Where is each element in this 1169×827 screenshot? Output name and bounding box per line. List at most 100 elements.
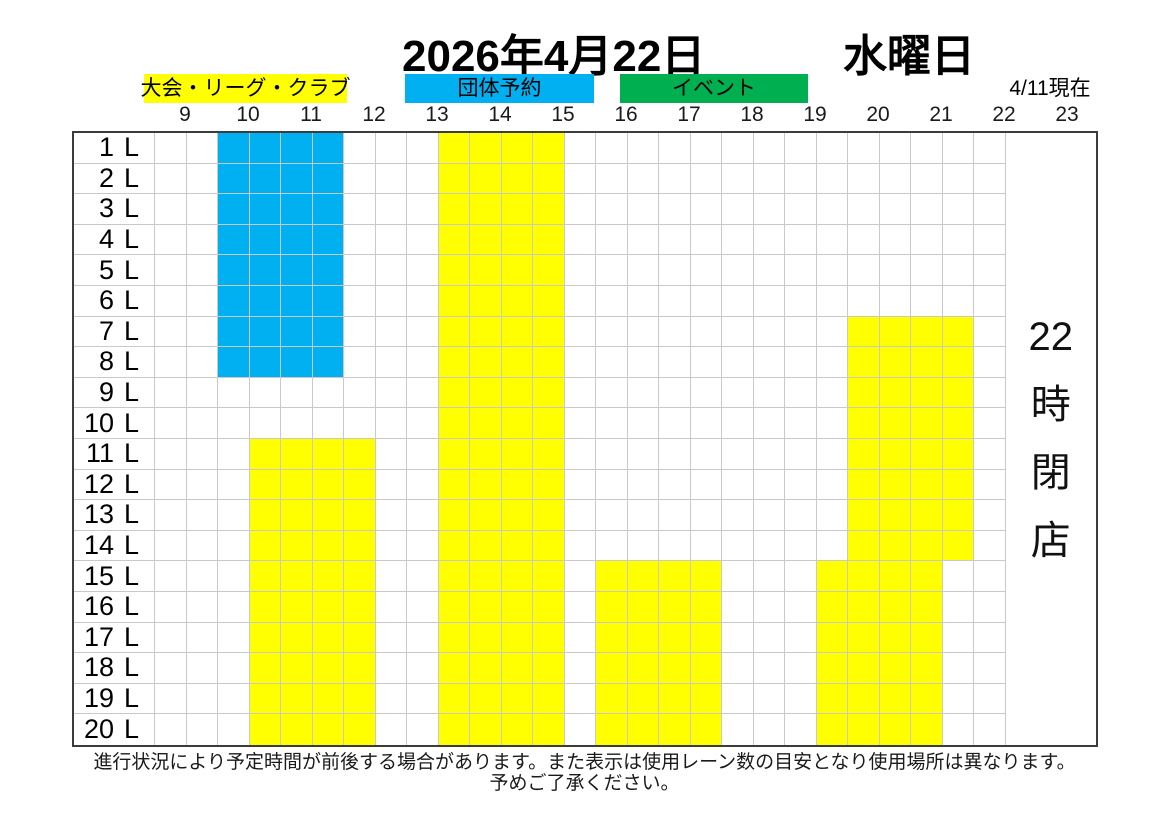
reservation-block-cell — [848, 622, 880, 654]
grid-cell — [722, 714, 754, 745]
reservation-block-cell — [312, 530, 344, 562]
reservation-block-cell — [627, 561, 659, 592]
reservation-block-cell — [281, 530, 313, 562]
lane-label-16: 16 L — [74, 592, 155, 623]
grid-cell — [879, 255, 911, 286]
grid-cell — [911, 163, 943, 195]
grid-cell — [155, 592, 187, 623]
reservation-block-cell — [281, 714, 313, 745]
reservation-block-cell — [501, 469, 533, 501]
reservation-block-cell — [533, 653, 565, 684]
reservation-block-cell — [470, 133, 502, 164]
grid-cell — [722, 347, 754, 378]
grid-cell — [974, 500, 1006, 531]
reservation-block-cell — [596, 592, 628, 623]
time-axis: 9 10 11 12 13 14 15 16 17 18 19 20 21 22 23 — [0, 102, 1169, 128]
reservation-block-cell — [942, 500, 974, 531]
schedule-grid: 1 L 2 L 3 L 4 L 5 L 6 L 7 L 8 L 9 L 10 L 11 L 12 L 13 L 14 L 15 L 16 L 1… — [72, 131, 1098, 747]
grid-cell — [407, 592, 439, 623]
reservation-block-cell — [438, 530, 470, 562]
reservation-block-cell — [218, 286, 250, 317]
grid-cell — [564, 561, 596, 592]
grid-cell — [753, 377, 785, 409]
reservation-block-cell — [596, 622, 628, 654]
page-title-weekday: 水曜日 — [843, 32, 975, 81]
reservation-block-cell — [627, 653, 659, 684]
hour-tick-18: 18 — [740, 103, 764, 126]
grid-cell — [375, 622, 407, 654]
grid-cell — [564, 286, 596, 317]
reservation-block-cell — [533, 133, 565, 164]
reservation-block-cell — [533, 224, 565, 256]
grid-cell — [722, 500, 754, 531]
hour-tick-23: 23 — [1055, 103, 1079, 126]
grid-cell — [690, 286, 722, 317]
reservation-block-cell — [438, 347, 470, 378]
grid-cell — [218, 377, 250, 409]
reservation-block-cell — [312, 653, 344, 684]
grid-cell — [407, 500, 439, 531]
grid-cell — [596, 408, 628, 439]
grid-cell — [942, 286, 974, 317]
grid-cell — [974, 714, 1006, 745]
grid-cell — [816, 469, 848, 501]
grid-cell — [186, 592, 218, 623]
reservation-block-cell — [501, 286, 533, 317]
grid-cell — [344, 255, 376, 286]
grid-cell — [785, 408, 817, 439]
reservation-block-cell — [470, 377, 502, 409]
grid-cell — [722, 255, 754, 286]
reservation-block-cell — [911, 347, 943, 378]
reservation-block-cell — [312, 561, 344, 592]
grid-cell — [375, 377, 407, 409]
grid-cell — [974, 592, 1006, 623]
grid-cell — [344, 316, 376, 348]
reservation-block-cell — [848, 500, 880, 531]
reservation-block-cell — [690, 622, 722, 654]
grid-cell — [974, 255, 1006, 286]
reservation-block-cell — [344, 653, 376, 684]
reservation-block-cell — [533, 377, 565, 409]
lane-label-12: 12 L — [74, 469, 155, 501]
reservation-block-cell — [848, 377, 880, 409]
grid-cell — [375, 347, 407, 378]
reservation-block-cell — [344, 500, 376, 531]
grid-cell — [564, 500, 596, 531]
grid-cell — [344, 347, 376, 378]
reservation-block-cell — [911, 439, 943, 470]
reservation-block-cell — [501, 347, 533, 378]
reservation-block-cell — [281, 500, 313, 531]
grid-cell — [659, 224, 691, 256]
grid-cell — [596, 255, 628, 286]
reservation-block-cell — [470, 439, 502, 470]
grid-cell — [564, 163, 596, 195]
grid-cell — [218, 592, 250, 623]
reservation-block-cell — [627, 592, 659, 623]
grid-cell — [596, 500, 628, 531]
reservation-block-cell — [848, 347, 880, 378]
reservation-block-cell — [533, 439, 565, 470]
grid-cell — [596, 316, 628, 348]
reservation-block-cell — [312, 592, 344, 623]
reservation-block-cell — [501, 561, 533, 592]
reservation-block-cell — [218, 163, 250, 195]
grid-cell — [943, 714, 974, 745]
reservation-block-cell — [627, 714, 659, 745]
reservation-block-cell — [501, 530, 533, 562]
reservation-block-cell — [879, 592, 911, 623]
footer-note: 進行状況により予定時間が前後する場合があります。また表示は使用レーン数の目安とな… — [0, 752, 1169, 794]
reservation-block-cell — [596, 683, 628, 715]
grid-cell — [753, 469, 785, 501]
grid-cell — [690, 224, 722, 256]
grid-cell — [186, 439, 218, 470]
legend-item-group-reservation: 団体予約 — [405, 74, 594, 103]
grid-cell — [785, 194, 817, 225]
grid-cell — [564, 194, 596, 225]
grid-cell — [753, 286, 785, 317]
grid-cell — [816, 194, 848, 225]
closed-hours-region: 22 時閉店 — [1005, 133, 1096, 745]
grid-cell — [627, 347, 659, 378]
grid-cell — [848, 163, 880, 195]
